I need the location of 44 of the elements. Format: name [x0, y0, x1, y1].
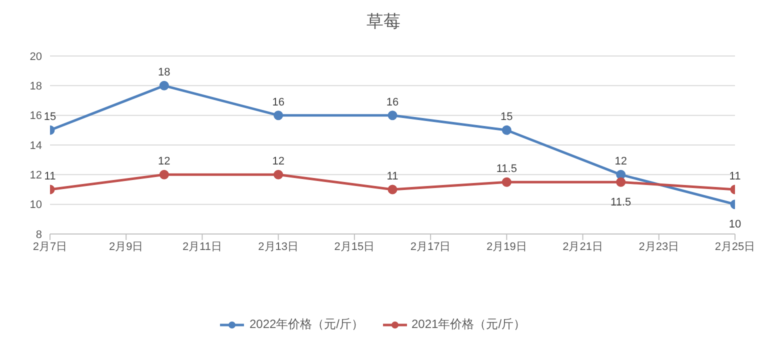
legend-label: 2021年价格（元/斤） [410, 316, 526, 333]
point [616, 170, 626, 180]
y-tick-label: 20 [30, 50, 42, 63]
x-tick-label: 2月25日 [714, 240, 756, 253]
y-tick-label: 12 [30, 170, 42, 182]
data-label: 15 [44, 111, 56, 124]
x-tick-label: 2月21日 [562, 240, 603, 253]
data-label: 15 [500, 111, 513, 124]
x-tick-label: 2月9日 [108, 240, 144, 253]
x-tick-label: 2月13日 [258, 240, 299, 253]
data-label: 11.5 [496, 163, 517, 176]
data-label: 18 [158, 66, 170, 79]
x-tick-label: 2月19日 [486, 240, 527, 253]
y-tick-label: 10 [30, 199, 42, 212]
data-label: 11 [386, 170, 398, 182]
point [159, 170, 169, 180]
data-label: 16 [386, 96, 399, 108]
point [274, 170, 284, 180]
data-label: 12 [614, 156, 627, 168]
data-label: 11.5 [610, 196, 632, 208]
x-tick-label: 2月23日 [638, 240, 680, 253]
y-tick-label: 8 [36, 228, 42, 241]
y-tick-label: 16 [30, 110, 42, 122]
x-tick-label: 2月17日 [410, 240, 451, 253]
data-label: 16 [272, 96, 284, 108]
x-tick-label: 2月15日 [334, 240, 375, 253]
data-label: 11 [729, 170, 741, 182]
x-tick-label: 2月7日 [32, 240, 68, 253]
point [274, 110, 284, 120]
point [502, 177, 512, 187]
point [616, 177, 626, 187]
data-label: 12 [272, 156, 284, 168]
data-label: 10 [728, 218, 742, 231]
data-label: 12 [158, 156, 170, 168]
point [159, 80, 169, 90]
legend-label: 2022年价格（元/斤） [248, 316, 364, 333]
point [388, 184, 398, 194]
chart-title: 草莓 [366, 11, 402, 33]
y-tick-label: 18 [30, 80, 42, 93]
x-tick-label: 2月11日 [182, 240, 222, 253]
y-tick-label: 14 [30, 140, 42, 152]
point [388, 110, 398, 120]
point [502, 125, 512, 135]
data-label: 11 [44, 170, 56, 182]
